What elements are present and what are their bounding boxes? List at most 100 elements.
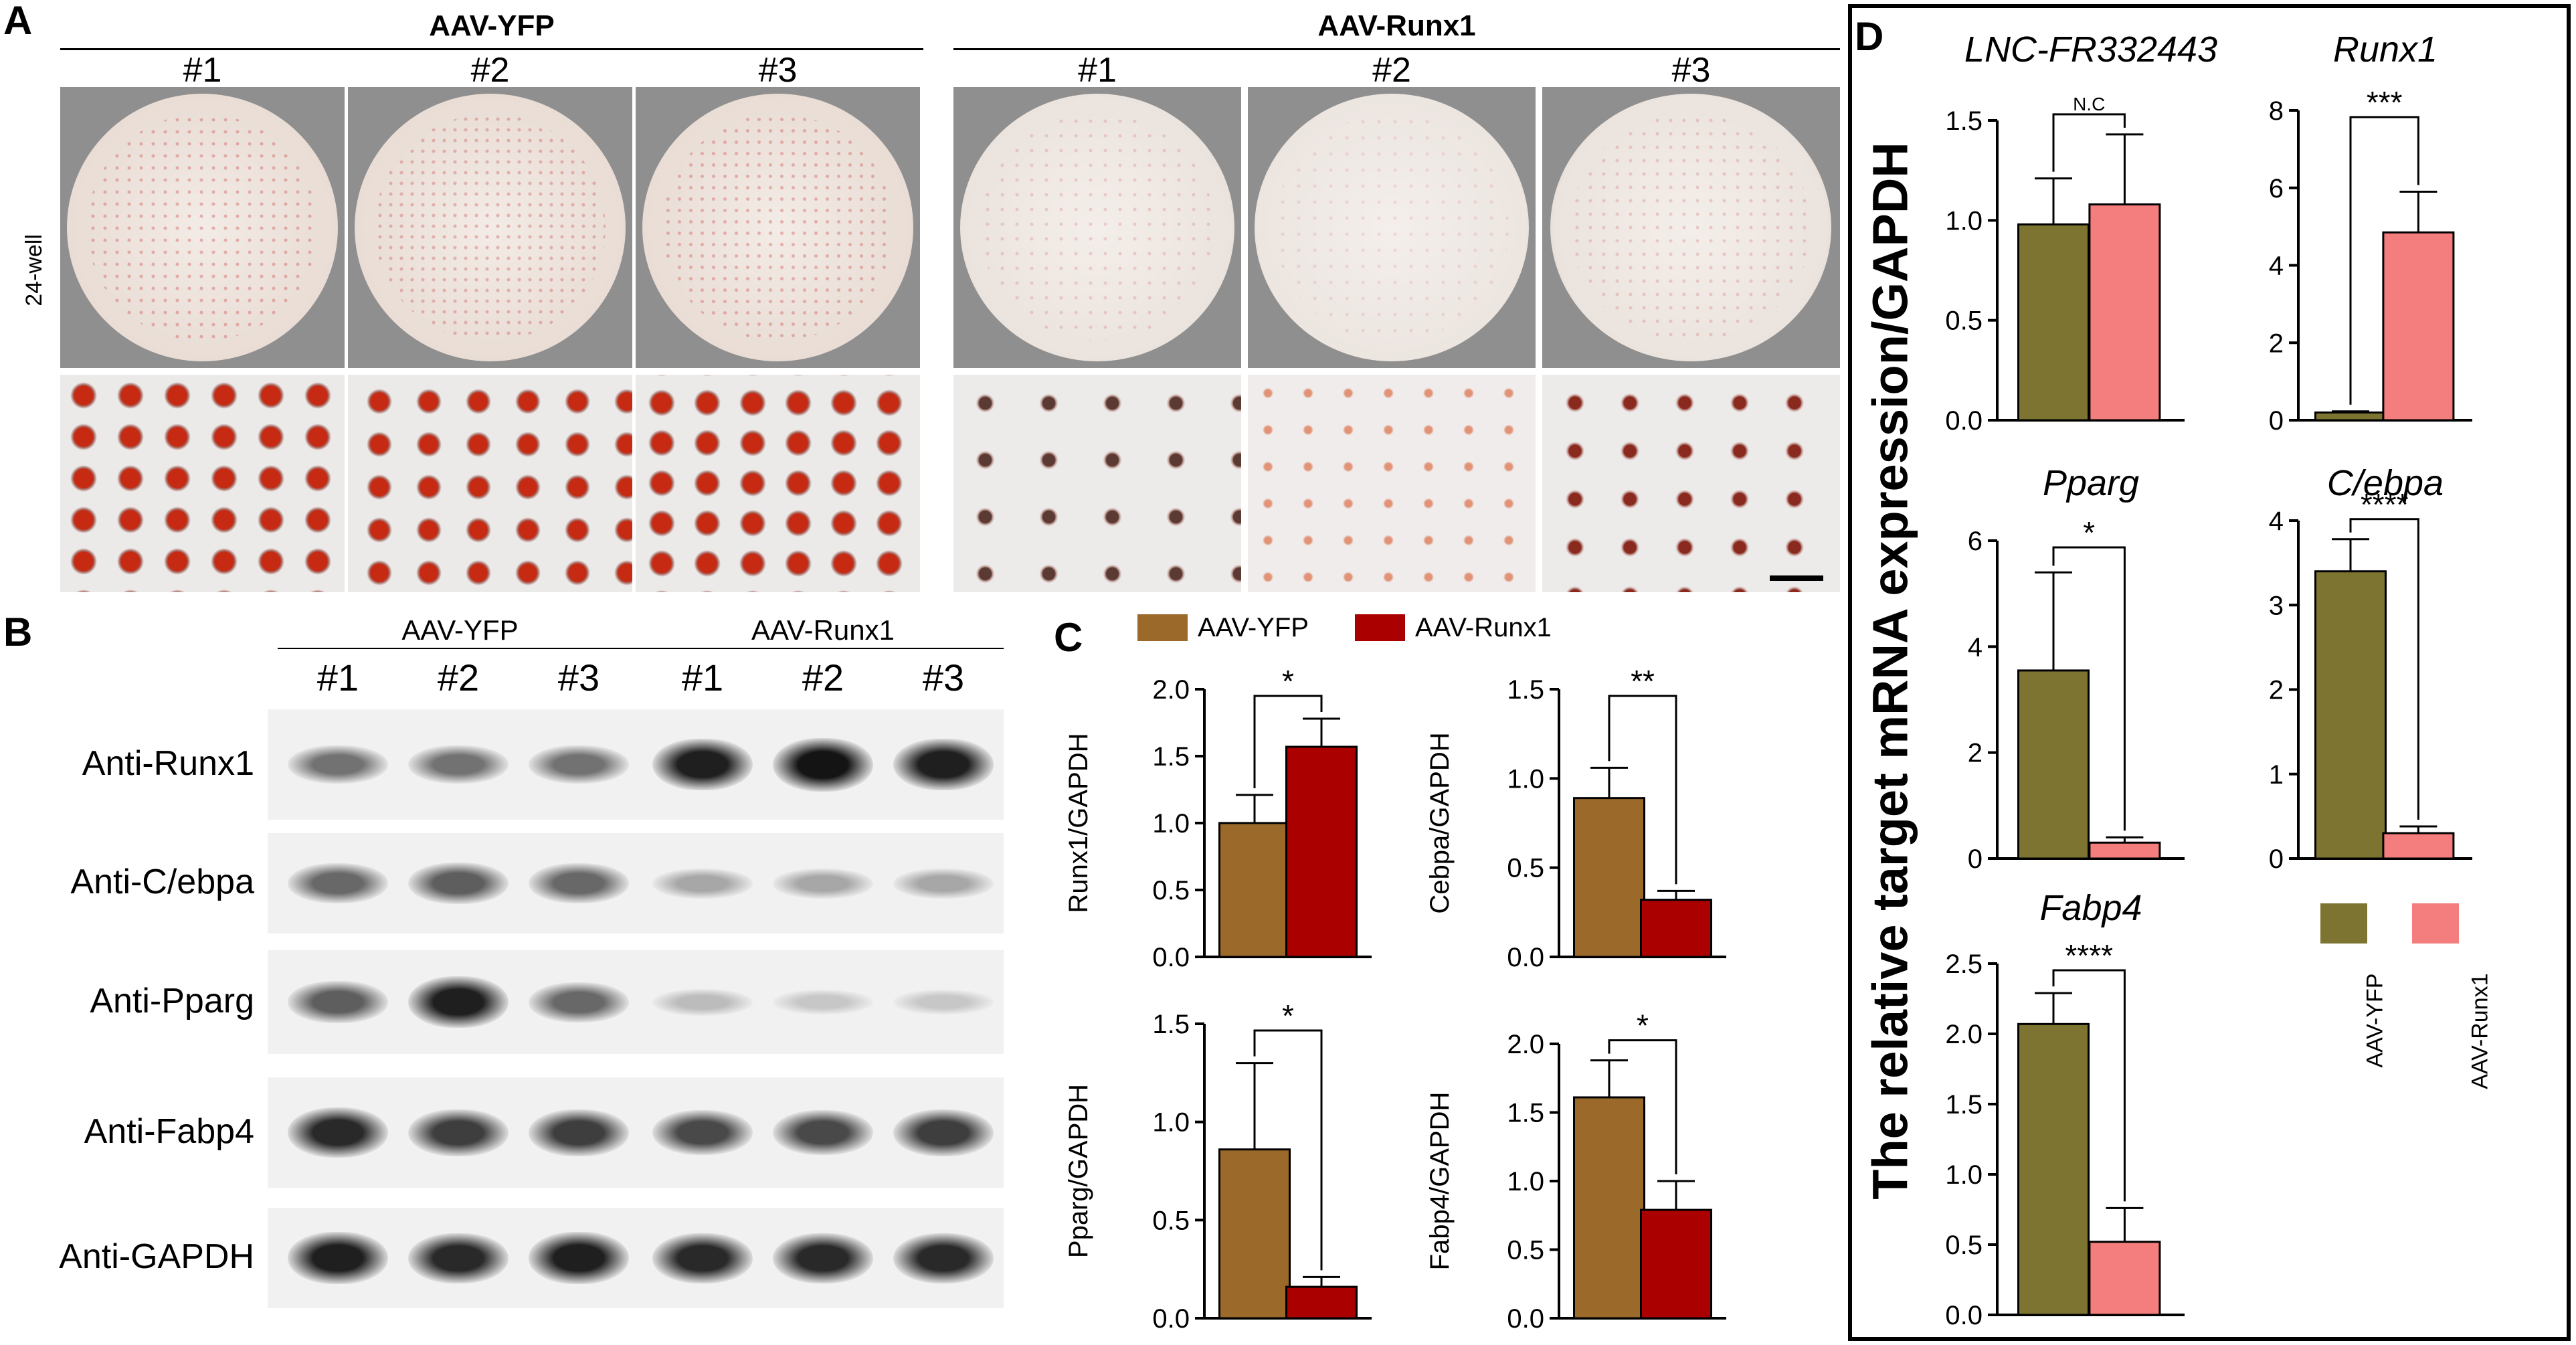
scale-bar xyxy=(1770,575,1823,581)
blot-band xyxy=(408,745,509,784)
y-tick-label: 0.5 xyxy=(1152,1206,1190,1235)
magnified-photo xyxy=(60,375,345,592)
y-tick-label: 1.5 xyxy=(1152,742,1190,772)
bar xyxy=(1640,1208,1712,1320)
significance-label: *** xyxy=(2367,85,2403,120)
significance-label: ** xyxy=(1631,664,1655,699)
blot-strip xyxy=(268,1208,1004,1308)
blot-band xyxy=(652,868,753,899)
y-tick-label: 0.0 xyxy=(1152,943,1190,972)
y-tick-label: 0.5 xyxy=(1152,876,1190,905)
significance-bracket xyxy=(1608,1039,1677,1174)
bar-chart-3: 0.0 0.5 1.0 1.5 2.0 * Fabp4/GAPDH xyxy=(1425,1008,1726,1334)
y-tick-label: 2.0 xyxy=(1152,675,1190,705)
y-tick-label: 4 xyxy=(2269,252,2284,281)
y-axis-label: Pparg/GAPDH xyxy=(1064,1084,1093,1258)
bar xyxy=(1218,822,1291,958)
blot-band xyxy=(773,1233,873,1283)
y-tick-label: 1.0 xyxy=(1152,809,1190,838)
blot-band xyxy=(893,1109,994,1156)
y-tick-label: 1.0 xyxy=(1945,1160,1983,1190)
well-photo xyxy=(636,87,920,368)
blot-strip xyxy=(268,950,1004,1054)
legend-swatch-runx1 xyxy=(1355,614,1405,641)
panel-a-rule-runx1 xyxy=(953,48,1840,50)
bar xyxy=(2382,832,2455,860)
blot-band xyxy=(288,863,388,903)
blot-band xyxy=(408,976,509,1028)
blot-strip xyxy=(268,709,1004,820)
blot-band xyxy=(893,868,994,899)
y-tick-label: 0 xyxy=(2269,406,2284,436)
chart-title: Fabp4 xyxy=(2039,888,2142,928)
bar-chart-5: 0 2 4 6 8 *** Runx1 xyxy=(2269,29,2472,436)
bar xyxy=(2017,1022,2090,1316)
bar-chart-2: 0.0 0.5 1.0 1.5 * Pparg/GAPDH xyxy=(1064,998,1372,1334)
y-tick-label: 4 xyxy=(2269,507,2284,536)
blot-band xyxy=(773,737,873,792)
blot-band xyxy=(652,738,753,791)
legend-label-yfp: AAV-YFP xyxy=(2362,973,2388,1068)
significance-label: **** xyxy=(2065,938,2113,973)
panel-b-rep: #3 xyxy=(557,656,600,699)
bar-chart-6: 0 2 4 6 * Pparg xyxy=(1968,463,2185,874)
blot-band xyxy=(408,1109,509,1156)
blot-band xyxy=(288,1107,388,1158)
panel-a-rep: #3 xyxy=(1671,51,1711,90)
panel-b-rep: #2 xyxy=(437,656,480,699)
y-tick-label: 2 xyxy=(2269,329,2284,358)
chart-title: Runx1 xyxy=(2333,29,2437,70)
blot-band xyxy=(529,863,629,903)
panel-label-a: A xyxy=(3,0,33,43)
blot-strip xyxy=(268,1077,1004,1188)
chart-title: LNC-FR332443 xyxy=(1964,29,2217,70)
blot-band xyxy=(288,1232,388,1284)
well-photo xyxy=(348,87,632,368)
y-axis-label: Fabp4/GAPDH xyxy=(1425,1092,1455,1271)
y-tick-label: 2 xyxy=(2269,676,2284,705)
y-tick-label: 1 xyxy=(2269,760,2284,790)
y-tick-label: 1.5 xyxy=(1945,1090,1983,1119)
panel-b-rep: #2 xyxy=(802,656,844,699)
significance-bracket xyxy=(2052,969,2126,1202)
blot-band xyxy=(408,862,509,905)
y-tick-label: 1.0 xyxy=(1152,1108,1190,1138)
bar xyxy=(1573,797,1645,958)
bar-chart-0: 0.0 0.5 1.0 1.5 2.0 * Runx1/GAPDH xyxy=(1064,664,1372,972)
chart-title: Pparg xyxy=(2043,463,2139,503)
significance-bracket xyxy=(2052,546,2126,831)
y-tick-label: 1.0 xyxy=(1945,206,1983,236)
panel-d-y-axis-label: The relative target mRNA expression/GAPD… xyxy=(1862,142,1918,1200)
panel-b-rule-yfp xyxy=(278,648,642,649)
y-tick-label: 0.5 xyxy=(1945,1231,1983,1260)
y-tick-label: 2.5 xyxy=(1945,950,1983,979)
panel-b-rep: #1 xyxy=(681,656,724,699)
significance-label: * xyxy=(1282,664,1294,699)
legend-label-runx1: AAV-Runx1 xyxy=(2467,973,2493,1089)
well-photo xyxy=(1248,87,1536,368)
legend-label-runx1: AAV-Runx1 xyxy=(1415,613,1552,642)
y-tick-label: 0.5 xyxy=(1507,1236,1544,1265)
y-tick-label: 0 xyxy=(1968,844,1983,874)
y-tick-label: 3 xyxy=(2269,591,2284,620)
panel-b-rep: #3 xyxy=(922,656,965,699)
bar xyxy=(2088,203,2161,422)
panel-a-rule-yfp xyxy=(60,48,923,50)
panel-label-b: B xyxy=(3,610,33,654)
panel-a-group-runx1: AAV-Runx1 xyxy=(1317,9,1476,42)
panel-b-group-runx1: AAV-Runx1 xyxy=(751,614,895,646)
y-tick-label: 0.0 xyxy=(1152,1304,1190,1334)
bar xyxy=(1573,1096,1645,1320)
blot-band xyxy=(652,988,753,1016)
blot-band xyxy=(529,745,629,784)
magnified-photo xyxy=(1248,375,1536,592)
y-tick-label: 1.5 xyxy=(1945,106,1983,136)
y-tick-label: 0.0 xyxy=(1945,406,1983,436)
significance-label: * xyxy=(1282,998,1294,1033)
y-tick-label: 2 xyxy=(1968,739,1983,768)
legend-label-yfp: AAV-YFP xyxy=(1198,613,1309,642)
magnified-photo xyxy=(348,375,632,592)
blot-band xyxy=(773,989,873,1015)
significance-bracket xyxy=(1608,695,1677,885)
blot-label: Anti-GAPDH xyxy=(59,1237,254,1276)
